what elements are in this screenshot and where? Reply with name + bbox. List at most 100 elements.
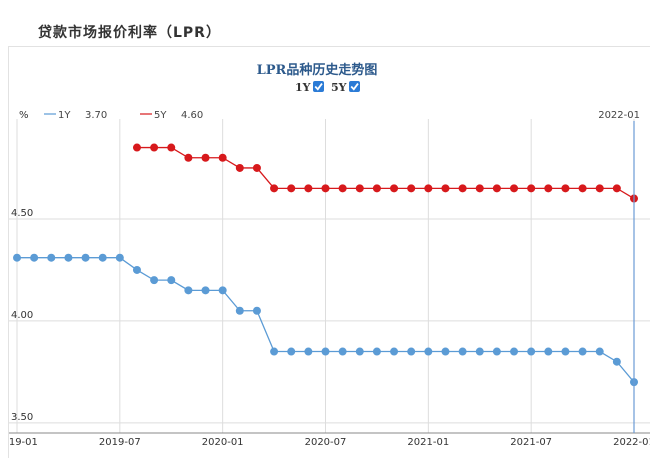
chart-title: LPR品种历史走势图	[257, 62, 378, 78]
legend-5y-value: 4.60	[181, 110, 203, 121]
x-tick-label: 2019-01	[9, 437, 38, 448]
data-point-1y	[492, 347, 501, 356]
data-point-5y	[304, 184, 313, 193]
data-point-5y	[355, 184, 364, 193]
data-point-5y	[167, 143, 176, 152]
data-point-5y	[475, 184, 484, 193]
data-point-5y	[544, 184, 553, 193]
data-point-1y	[150, 276, 159, 285]
x-tick-label: 2022-01	[613, 437, 650, 448]
data-point-5y	[287, 184, 296, 193]
data-point-1y	[167, 276, 176, 285]
data-point-5y	[561, 184, 570, 193]
data-point-1y	[201, 286, 210, 295]
chart-panel: LPR品种历史走势图 1Y 5Y % 1Y 3.70 5Y 4.60 2022-…	[8, 46, 650, 458]
checkmark-icon	[314, 83, 323, 91]
series-toggle-1y-checkbox[interactable]	[313, 81, 324, 92]
data-point-1y	[321, 347, 330, 356]
series-layer	[13, 143, 638, 387]
data-point-1y	[424, 347, 433, 356]
data-point-1y	[612, 357, 621, 366]
series-toggle-1y[interactable]: 1Y	[295, 81, 324, 94]
legend-1y-value: 3.70	[85, 110, 107, 121]
data-point-5y	[270, 184, 279, 193]
data-point-5y	[201, 153, 210, 162]
data-point-1y	[30, 253, 39, 262]
data-point-5y	[218, 153, 227, 162]
data-point-1y	[475, 347, 484, 356]
x-tick-label: 2019-07	[99, 437, 141, 448]
lpr-history-chart: LPR品种历史走势图 1Y 5Y % 1Y 3.70 5Y 4.60 2022-…	[9, 62, 650, 448]
series-line-5y	[136, 146, 635, 200]
data-point-1y	[132, 265, 141, 274]
data-point-1y	[304, 347, 313, 356]
data-point-5y	[492, 184, 501, 193]
legend-1y: 1Y 3.70	[44, 110, 107, 121]
y-tick-label: 4.00	[11, 310, 33, 321]
data-point-5y	[458, 184, 467, 193]
legend-5y: 5Y 4.60	[140, 110, 203, 121]
y-unit-label: %	[19, 110, 29, 121]
data-point-1y	[270, 347, 279, 356]
data-point-5y	[595, 184, 604, 193]
data-point-5y	[235, 163, 244, 172]
data-point-5y	[372, 184, 381, 193]
data-point-1y	[252, 306, 261, 315]
x-tick-label: 2021-07	[510, 437, 552, 448]
data-point-5y	[390, 184, 399, 193]
data-point-1y	[355, 347, 364, 356]
data-point-5y	[252, 163, 261, 172]
data-point-5y	[578, 184, 587, 193]
data-point-1y	[13, 253, 21, 262]
x-tick-label: 2020-01	[202, 437, 244, 448]
data-point-1y	[390, 347, 399, 356]
data-point-1y	[372, 347, 381, 356]
data-point-5y	[510, 184, 519, 193]
x-tick-label: 2020-07	[305, 437, 347, 448]
series-toggle-5y[interactable]: 5Y	[331, 81, 360, 94]
data-point-1y	[64, 253, 73, 262]
data-point-1y	[115, 253, 124, 262]
data-point-5y	[321, 184, 330, 193]
data-point-1y	[595, 347, 604, 356]
data-point-5y	[441, 184, 450, 193]
page-header: 贷款市场报价利率（LPR）	[0, 0, 650, 46]
data-point-1y	[441, 347, 450, 356]
grid-lines	[9, 119, 650, 433]
data-point-1y	[218, 286, 227, 295]
data-point-5y	[612, 184, 621, 193]
data-point-5y	[338, 184, 347, 193]
series-toggle-5y-checkbox[interactable]	[349, 81, 360, 92]
data-point-5y	[407, 184, 416, 193]
data-point-5y	[150, 143, 159, 152]
y-tick-label: 3.50	[11, 412, 33, 423]
data-point-1y	[578, 347, 587, 356]
data-point-1y	[338, 347, 347, 356]
data-point-1y	[510, 347, 519, 356]
page-title: 贷款市场报价利率（LPR）	[38, 25, 221, 41]
series-toggle-1y-label: 1Y	[295, 81, 311, 94]
legend-5y-name: 5Y	[154, 110, 167, 121]
data-point-1y	[458, 347, 467, 356]
y-tick-labels: 3.50 4.00 4.50	[11, 208, 33, 423]
data-point-1y	[47, 253, 56, 262]
data-point-1y	[81, 253, 90, 262]
legend-1y-name: 1Y	[58, 110, 71, 121]
data-point-5y	[132, 143, 141, 152]
data-point-1y	[287, 347, 296, 356]
x-tick-label: 2021-01	[407, 437, 449, 448]
data-point-5y	[424, 184, 433, 193]
data-point-1y	[235, 306, 244, 315]
data-point-5y	[184, 153, 193, 162]
data-point-1y	[561, 347, 570, 356]
data-point-1y	[544, 347, 553, 356]
data-point-1y	[407, 347, 416, 356]
series-toggle-5y-label: 5Y	[331, 81, 347, 94]
data-point-1y	[184, 286, 193, 295]
data-point-1y	[98, 253, 107, 262]
data-point-1y	[527, 347, 536, 356]
data-point-5y	[527, 184, 536, 193]
y-tick-label: 4.50	[11, 208, 33, 219]
x-tick-labels: 2019-01 2019-07 2020-01 2020-07 2021-01 2021-…	[9, 437, 650, 448]
checkmark-icon	[350, 83, 359, 91]
